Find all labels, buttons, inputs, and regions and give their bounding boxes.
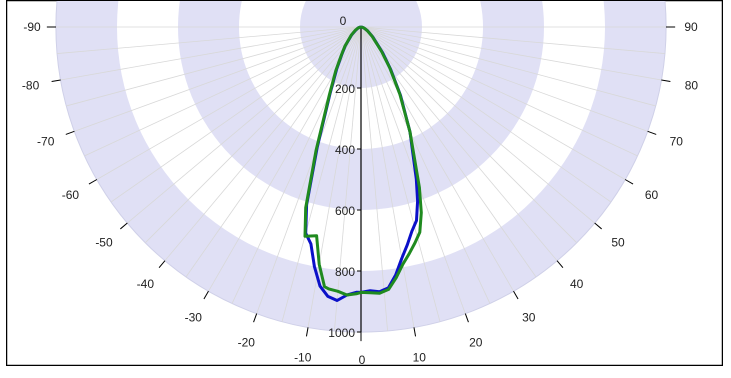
tick-labels: 20040060080010000-90-80-70-60-50-40-30-2… — [22, 14, 698, 366]
angle-tick — [253, 313, 258, 323]
angle-tick — [513, 290, 519, 300]
spoke-line — [360, 26, 388, 331]
angle-tick — [661, 79, 671, 83]
spoke-line — [57, 26, 362, 54]
spoke-line — [360, 26, 612, 203]
spoke-line — [360, 26, 662, 81]
angle-tick — [51, 79, 61, 83]
spoke-line — [164, 26, 362, 261]
spoke-line — [360, 26, 595, 224]
spoke-line — [231, 26, 362, 304]
angle-tick-label: 80 — [685, 78, 699, 92]
spoke-line — [281, 26, 362, 322]
radial-tick-label: 200 — [335, 82, 355, 96]
spoke-line — [360, 26, 626, 180]
angle-tick-label: -90 — [23, 20, 41, 34]
spoke-line — [360, 26, 558, 261]
spoke-line — [66, 26, 362, 107]
angle-tick — [88, 179, 98, 185]
spoke-line — [360, 26, 638, 157]
spoke-line — [360, 26, 514, 292]
radial-tick-label: 1000 — [328, 326, 355, 340]
angle-tick — [203, 290, 209, 300]
radial-tick-label: 400 — [335, 143, 355, 157]
spoke-line — [96, 26, 362, 180]
angle-tick — [594, 222, 602, 230]
angle-tick — [120, 222, 128, 230]
angle-tick-label: 60 — [645, 188, 659, 202]
spoke-line — [360, 26, 415, 328]
spoke-line — [60, 26, 362, 81]
axes — [46, 26, 676, 342]
angle-tick-label: 70 — [670, 135, 684, 149]
spoke-line — [360, 26, 466, 314]
angle-tick-label: -20 — [238, 335, 256, 349]
radial-tick-label: 800 — [335, 265, 355, 279]
angle-tick-label: -10 — [294, 350, 312, 364]
spoke-line — [84, 26, 362, 157]
series-group — [303, 25, 423, 302]
spoke-line — [360, 26, 648, 132]
angle-tick-label: -50 — [95, 236, 113, 250]
angle-tick — [624, 179, 634, 185]
radial-tick-label: 600 — [335, 204, 355, 218]
angle-tick-label: 10 — [413, 350, 427, 364]
spoke-line — [110, 26, 362, 203]
angle-tick — [65, 130, 75, 135]
angle-tick-label: -60 — [62, 188, 80, 202]
angle-tick — [647, 130, 657, 135]
angle-tick-label: -40 — [137, 277, 155, 291]
spoke-line — [360, 26, 656, 107]
angle-tick-label: -70 — [37, 135, 55, 149]
angle-tick-label: 0 — [359, 353, 366, 366]
angle-tick-label: 90 — [684, 20, 698, 34]
angle-tick — [305, 327, 309, 337]
spoke-line — [256, 26, 362, 314]
spoke-line — [360, 26, 577, 243]
angle-tick-label: 30 — [522, 311, 536, 325]
spoke-line — [74, 26, 362, 132]
spoke-line — [145, 26, 362, 243]
spoke-line — [334, 26, 362, 331]
spoke-line — [185, 26, 362, 278]
angle-tick-label: 20 — [469, 335, 483, 349]
angle-tick — [464, 313, 469, 323]
spoke-line — [360, 26, 665, 54]
angle-tick-label: -30 — [185, 311, 203, 325]
angle-tick-label: 40 — [570, 277, 584, 291]
angle-tick-label: 50 — [611, 236, 625, 250]
spoke-line — [360, 26, 491, 304]
spoke-line — [360, 26, 441, 322]
polar-chart: 20040060080010000-90-80-70-60-50-40-30-2… — [6, 0, 723, 366]
radial-tick-label: 0 — [340, 14, 347, 28]
chart-frame: 200 400 600 800 1000 0 -90 -80 -70 -60 -50 -40 -30 -2… — [6, 0, 723, 366]
angle-tick — [556, 260, 564, 268]
series-line-2 — [303, 25, 423, 297]
spoke-line — [127, 26, 362, 224]
angle-tick — [158, 260, 166, 268]
angle-tick — [413, 327, 417, 337]
angle-tick-label: -80 — [22, 78, 40, 92]
